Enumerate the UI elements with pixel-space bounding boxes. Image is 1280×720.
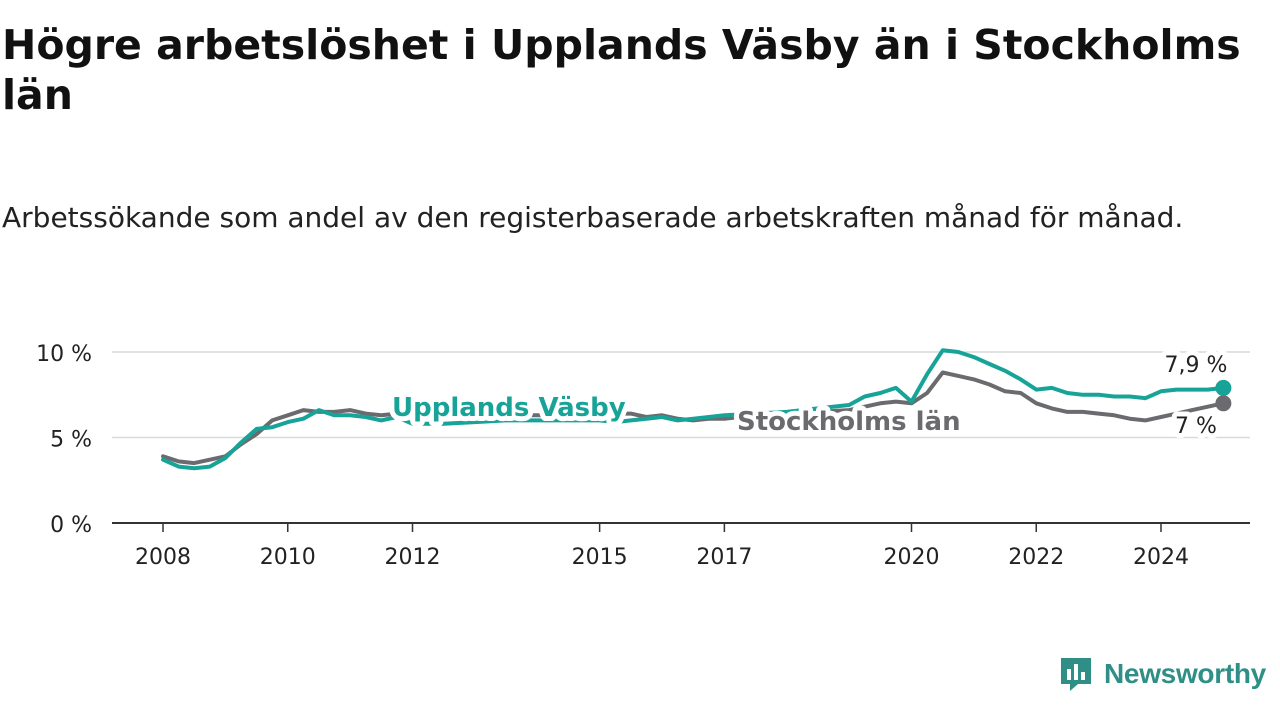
x-tick-label-2020: 2020 xyxy=(884,545,940,570)
x-tick-label-2017: 2017 xyxy=(696,545,752,570)
newsworthy-logo[interactable]: Newsworthy xyxy=(1058,652,1266,696)
grid-lines xyxy=(112,351,1250,439)
y-tick-label-5: 5 % xyxy=(50,428,92,453)
end-value-upplands-vasby-halo: 7,9 % xyxy=(1165,353,1228,378)
x-axis-ticks: 2008 2010 2012 2015 2017 2020 2022 2024 xyxy=(135,523,1189,570)
end-value-upplands-vasby: 7,9 % xyxy=(1165,353,1228,378)
chart-title: Högre arbetslöshet i Upplands Väsby än i… xyxy=(2,21,1241,119)
x-tick-label-2022: 2022 xyxy=(1008,545,1064,570)
newsworthy-brand-name: Newsworthy xyxy=(1104,658,1266,689)
series-lines xyxy=(161,348,1232,471)
series-line-upplands-v-sby xyxy=(161,348,1226,471)
x-tick-label-2008: 2008 xyxy=(135,545,191,570)
end-value-stockholms-lan-halo: 7 % xyxy=(1175,414,1217,439)
x-tick-label-2024: 2024 xyxy=(1133,545,1189,570)
series-label-upplands-vasby: Upplands Väsby xyxy=(392,393,626,423)
end-point-upplands-v-sby xyxy=(1215,379,1232,396)
end-point-stockholms-l-n xyxy=(1215,395,1232,412)
x-tick-label-2010: 2010 xyxy=(260,545,316,570)
series-label-stockholms-lan-halo: Stockholms län xyxy=(737,407,961,437)
x-tick-label-2012: 2012 xyxy=(385,545,441,570)
line-chart: 0 %5 %10 % 2008 2010 2012 2015 2017 2020 2022 2… xyxy=(36,342,1250,570)
y-axis-ticks: 0 % 5 % 10 % xyxy=(36,342,92,538)
y-tick-label-10: 10 % xyxy=(36,342,92,367)
series-label-stockholms-lan: Stockholms län xyxy=(737,407,961,437)
chart-subtitle: Arbetssökande som andel av den registerb… xyxy=(2,201,1184,234)
newsworthy-logo-icon xyxy=(1061,658,1091,691)
end-value-stockholms-lan: 7 % xyxy=(1175,414,1217,439)
series-label-upplands-vasby-halo: Upplands Väsby xyxy=(392,393,626,423)
y-tick-label-0: 0 % xyxy=(50,513,92,538)
x-tick-label-2015: 2015 xyxy=(572,545,628,570)
